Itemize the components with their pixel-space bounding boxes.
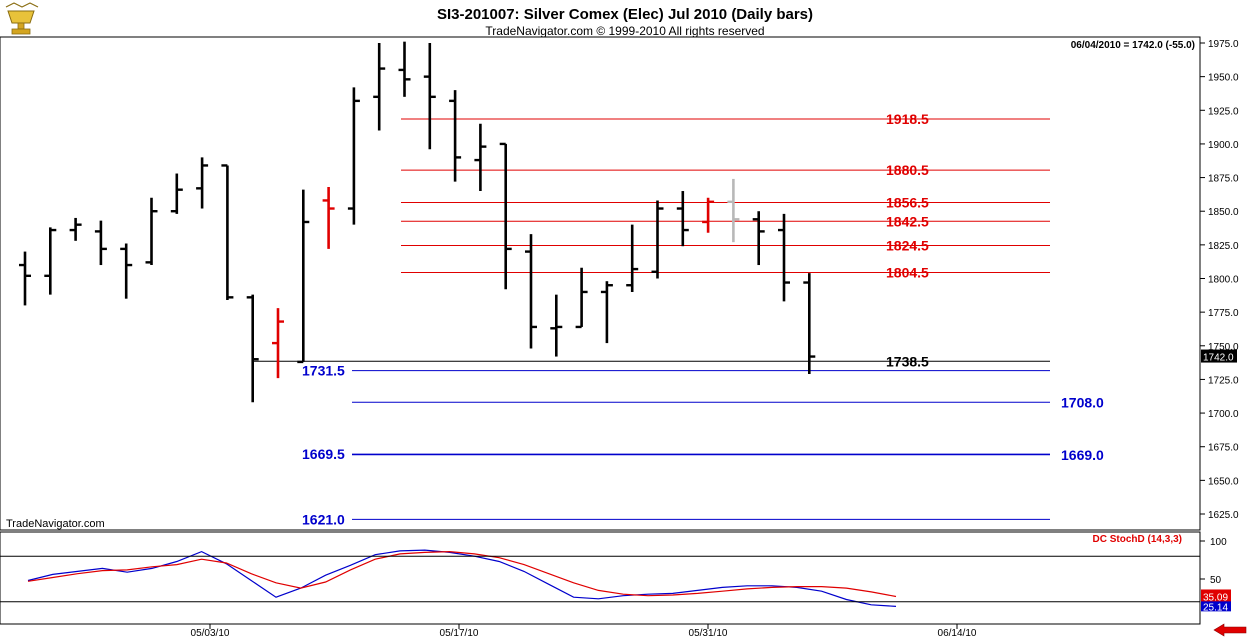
ohlc-bar [373, 43, 386, 131]
ohlc-bar [575, 267, 588, 329]
date-axis: 05/03/10 05/17/10 05/31/10 06/14/10 [191, 624, 977, 639]
ohlc-bar [778, 213, 790, 302]
support-label: 1621.0 [302, 511, 345, 527]
ohlc-bar [676, 191, 689, 247]
price-tick-label: 1725.0 [1208, 375, 1239, 386]
watermark-text: TradeNavigator.com [6, 518, 105, 530]
last-price-label: 1742.0 [1203, 353, 1234, 364]
stochastic-d-value: 35.09 [1203, 592, 1228, 603]
ohlc-bar [474, 123, 487, 192]
resistance-label: 1824.5 [886, 238, 929, 254]
support-label: 1669.5 [302, 446, 345, 462]
price-panel: 06/04/2010 = 1742.0 (-55.0) TradeNavigat… [0, 36, 1239, 531]
ohlc-bar [752, 211, 765, 266]
price-tick-label: 1925.0 [1208, 106, 1239, 117]
ohlc-bar [803, 273, 816, 375]
resistance-label: 1856.5 [886, 194, 929, 210]
ohlc-bar [19, 251, 31, 306]
ohlc-bar [69, 217, 82, 241]
price-tick-label: 1675.0 [1208, 443, 1239, 454]
price-tick-label: 1650.0 [1208, 476, 1239, 487]
ohlc-bar [449, 90, 462, 182]
stochastic-tick-label: 100 [1210, 537, 1227, 548]
ohlc-bar [600, 281, 613, 344]
stochastic-tick-label: 50 [1210, 575, 1222, 586]
ohlc-bar [550, 294, 563, 357]
stochastic-panel-frame [0, 531, 1201, 625]
stochastic-lines [27, 549, 897, 607]
ohlc-bar [423, 43, 436, 150]
ohlc-bar [398, 41, 411, 97]
quote-readout: 06/04/2010 = 1742.0 (-55.0) [1071, 40, 1195, 51]
date-tick-label: 05/17/10 [440, 628, 479, 639]
ohlc-bars [19, 41, 816, 403]
ohlc-bar [626, 224, 639, 292]
ohlc-bar [347, 87, 360, 225]
left-arrow-icon[interactable] [1213, 623, 1247, 637]
ohlc-bar [322, 186, 335, 249]
trophy-icon[interactable] [5, 2, 39, 35]
chart-subtitle: TradeNavigator.com © 1999-2010 All right… [485, 24, 764, 38]
ohlc-bar [246, 294, 259, 403]
ohlc-bar [651, 200, 664, 279]
price-tick-label: 1975.0 [1208, 39, 1239, 50]
price-panel-frame [0, 36, 1201, 531]
date-tick-label: 05/03/10 [191, 628, 230, 639]
ohlc-bar [499, 142, 512, 290]
ohlc-bar [702, 197, 715, 233]
ohlc-bar [221, 164, 234, 301]
stochastic-k-box [1201, 601, 1231, 612]
resistance-label: 1918.5 [886, 111, 929, 127]
ohlc-bar [170, 173, 183, 214]
ohlc-bar [727, 178, 740, 243]
resistance-label: 1880.5 [886, 162, 929, 178]
chart-title: SI3-201007: Silver Comex (Elec) Jul 2010… [437, 6, 813, 23]
support-label: 1731.5 [302, 363, 345, 379]
price-tick-label: 1750.0 [1208, 342, 1239, 353]
price-tick-label: 1800.0 [1208, 275, 1239, 286]
ohlc-bar [525, 234, 537, 349]
last-price-box [1201, 349, 1237, 363]
stochastic-indicator-label: DC StochD (14,3,3) [1093, 534, 1182, 545]
ohlc-bar [297, 189, 310, 364]
stochastic-k-value: 25.14 [1203, 602, 1228, 613]
ohlc-bar [196, 157, 209, 209]
date-tick-label: 05/31/10 [689, 628, 728, 639]
price-axis: 1625.0 1650.0 1675.0 1700.0 1725.0 1750.0 1775… [1200, 39, 1239, 521]
price-tick-label: 1950.0 [1208, 73, 1239, 84]
price-tick-label: 1700.0 [1208, 409, 1239, 420]
price-tick-label: 1900.0 [1208, 140, 1239, 151]
resistance-label: 1842.5 [886, 213, 929, 229]
ohlc-bar [44, 227, 57, 295]
support-label: 1708.0 [1061, 394, 1104, 410]
stochastic-k-line [27, 549, 897, 607]
date-tick-label: 06/14/10 [938, 628, 977, 639]
ohlc-bar [272, 308, 284, 379]
price-tick-label: 1625.0 [1208, 510, 1239, 521]
stochastic-d-line [27, 550, 897, 598]
support-label: 1669.0 [1061, 447, 1104, 463]
price-tick-label: 1825.0 [1208, 241, 1239, 252]
price-tick-label: 1775.0 [1208, 308, 1239, 319]
resistance-label: 1804.5 [886, 264, 929, 280]
level-lines: 1918.5 1880.5 1856.5 1842.5 1824.5 1804.5 1738… [252, 111, 1104, 527]
price-tick-label: 1875.0 [1208, 174, 1239, 185]
ohlc-bar [145, 197, 158, 266]
ohlc-bar [120, 243, 133, 299]
price-tick-label: 1850.0 [1208, 207, 1239, 218]
pivot-label: 1738.5 [886, 353, 929, 369]
stochastic-d-box [1201, 589, 1231, 603]
ohlc-bar [94, 220, 107, 266]
